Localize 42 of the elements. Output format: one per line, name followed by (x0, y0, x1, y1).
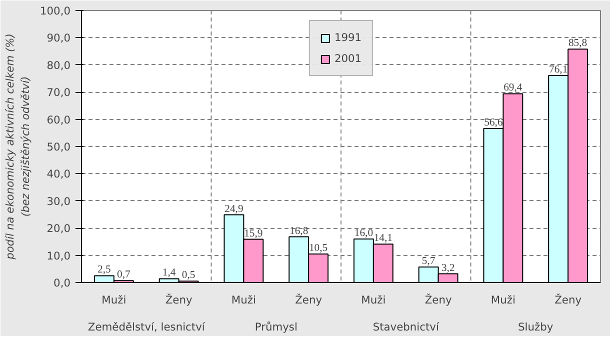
data-label: 15,9 (244, 228, 263, 240)
data-label: 10,5 (308, 242, 328, 254)
data-label: 16,0 (354, 228, 374, 239)
text: Průmysl (254, 320, 298, 334)
text: Služby (518, 320, 554, 334)
x-tick-label: Muži (102, 294, 126, 306)
text: Stavebnictví (372, 320, 440, 334)
y-tick-label: 90,0 (46, 32, 71, 45)
data-label: 3,2 (441, 262, 455, 274)
data-label: 1,4 (162, 268, 176, 279)
x-tick-label: Ženy (295, 294, 322, 306)
data-label: 5,7 (422, 256, 436, 267)
data-label: 76,1 (549, 64, 568, 76)
y-tick-label: 10,0 (46, 249, 71, 262)
y-tick-label: 20,0 (46, 222, 71, 236)
y-axis-title: podíl na ekonomicky aktivních celkem (%) (bez nezjištěných odvětví) (3, 34, 32, 260)
y-tick-label: 40,0 (46, 168, 71, 181)
data-label: 56,6 (484, 118, 504, 129)
legend-label: 2001 (334, 52, 362, 65)
y-tick-label: 30,0 (46, 194, 71, 208)
data-label: 0,5 (182, 270, 196, 282)
y-tick-label: 80,0 (46, 58, 71, 72)
x-tick-label: Ženy (554, 294, 582, 306)
x-tick-label: Ženy (424, 294, 452, 306)
y-tick-label: 0,0 (54, 276, 71, 290)
y-tick-label: 60,0 (46, 113, 71, 126)
y-tick-label: 100,0 (40, 4, 71, 18)
y-tick-label: 50,0 (46, 140, 71, 154)
y-tick-label: 70,0 (46, 86, 71, 100)
data-label: 16,8 (290, 226, 308, 237)
data-label: 0,7 (117, 270, 131, 281)
data-label: 24,9 (224, 204, 244, 215)
data-label: 85,8 (568, 38, 588, 50)
text: Zemědělství, lesnictví (88, 320, 206, 334)
data-label: 69,4 (504, 82, 523, 94)
legend-label: 1991 (334, 31, 362, 44)
x-tick-label: Muži (231, 294, 256, 306)
data-label: 2,5 (98, 264, 111, 276)
x-tick-label: Ženy (165, 294, 192, 306)
x-tick-label: Muži (490, 294, 516, 306)
x-tick-label: Muži (361, 294, 386, 306)
data-label: 14,1 (374, 233, 392, 244)
